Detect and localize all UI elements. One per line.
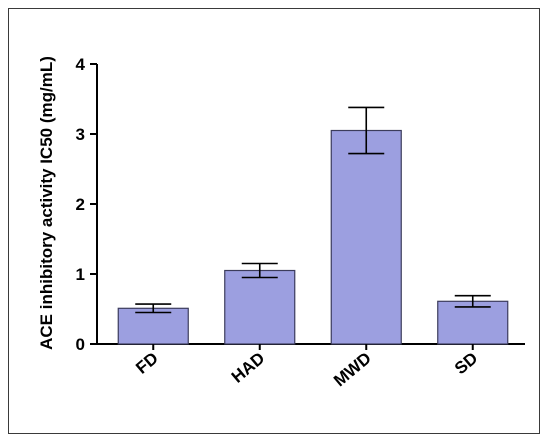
y-tick-label-4: 4 [76,55,86,74]
x-tick-label-sd: SD [451,349,481,379]
x-tick-label-mwd: MWD [330,349,375,391]
y-tick-label-1: 1 [76,265,85,284]
bar-mwd [330,129,402,345]
bar-sd [437,300,509,345]
x-tick-label-had: HAD [228,349,268,387]
y-tick-label-2: 2 [76,195,85,214]
y-tick-label-3: 3 [76,125,85,144]
x-tick-label-fd: FD [132,349,162,378]
y-tick-label-0: 0 [76,335,85,354]
bar-fd [117,307,189,345]
bar-had [224,269,296,345]
y-axis-label: ACE inhibitory activity IC50 (mg/mL) [37,56,56,350]
